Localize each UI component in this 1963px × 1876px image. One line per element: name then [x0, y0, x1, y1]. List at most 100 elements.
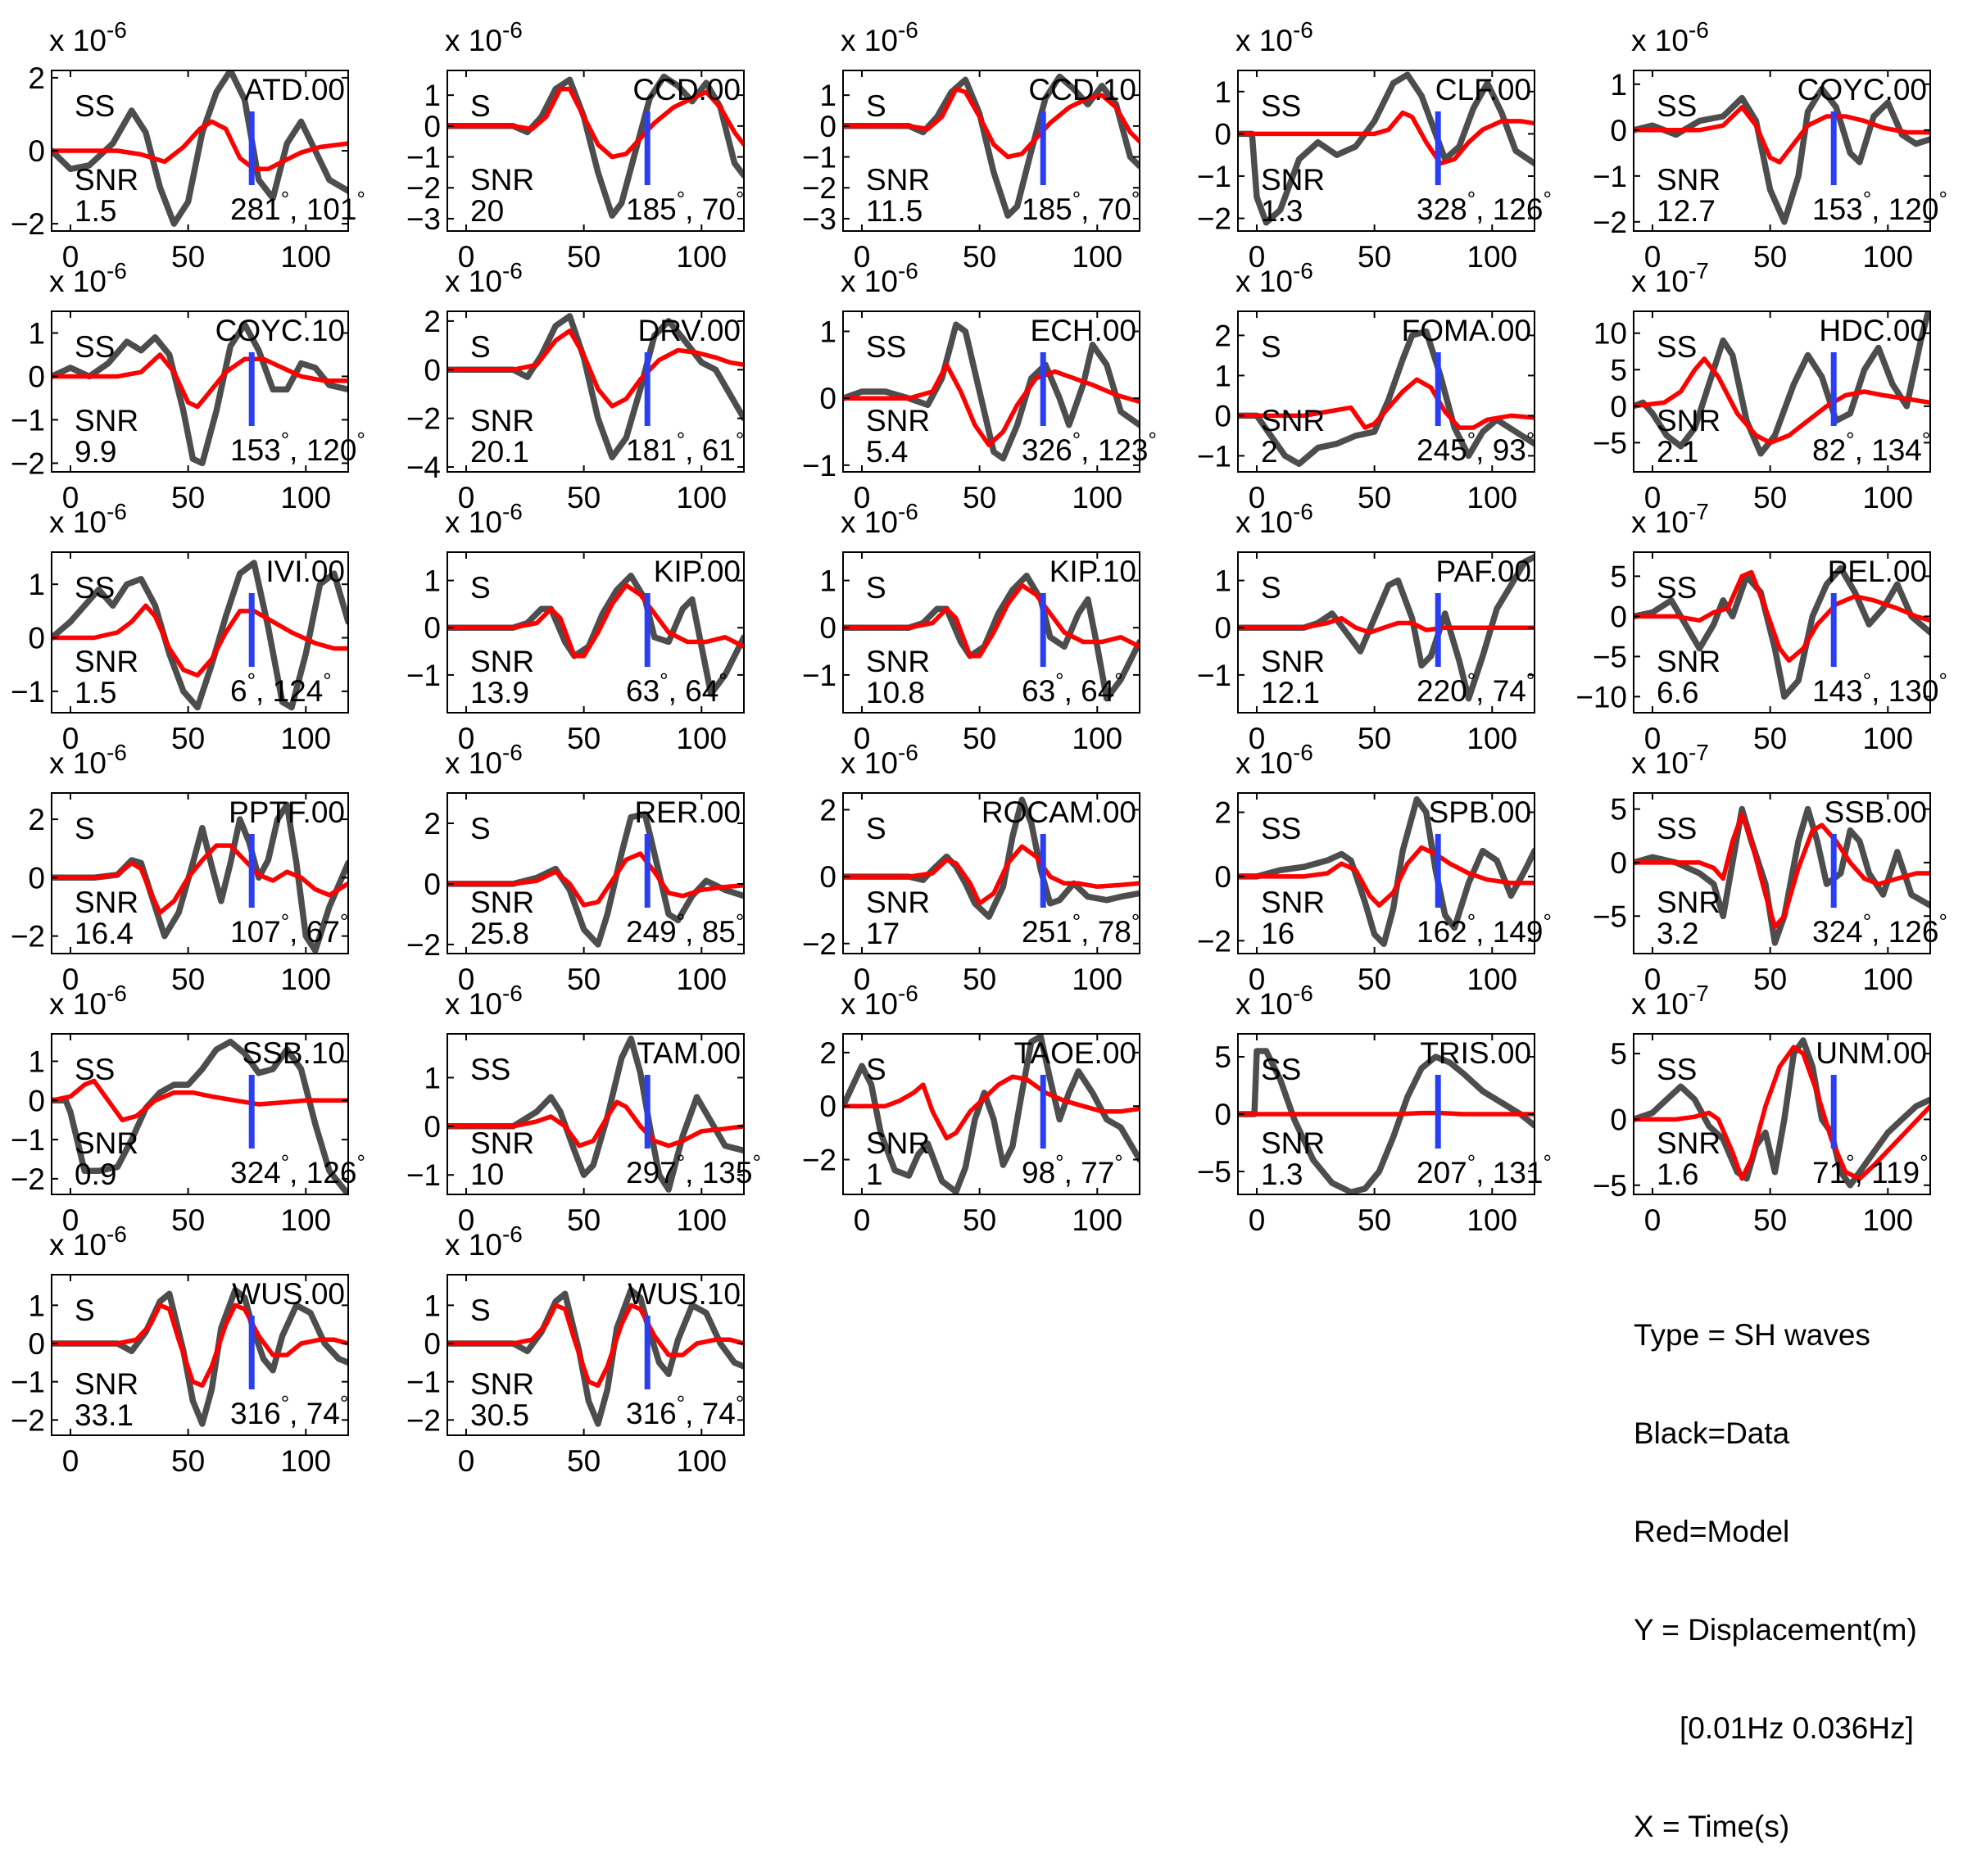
- x-tick-label: 100: [676, 722, 727, 755]
- degree-symbol: °: [356, 1150, 365, 1175]
- y-tick-label: 1: [424, 1061, 441, 1094]
- azimuth-distance-label: 328°, 126°: [1417, 187, 1552, 226]
- degree-symbol: °: [1846, 428, 1854, 452]
- station-label: TRIS.00: [1420, 1036, 1531, 1070]
- y-scale-exponent: x 10-6: [445, 499, 523, 539]
- x-tick-label: 50: [963, 1203, 996, 1237]
- panel-traces: [1634, 805, 1930, 946]
- x-tick-label: 50: [171, 240, 205, 274]
- phase-label: S: [866, 571, 886, 605]
- distance-value: 124: [273, 674, 324, 708]
- degree-symbol: °: [340, 1391, 348, 1416]
- azimuth-distance-label: 82°, 134°: [1812, 428, 1930, 467]
- model-trace: [843, 362, 1140, 448]
- degree-symbol: °: [1922, 428, 1930, 452]
- exponent-value: -6: [502, 258, 523, 283]
- model-trace: [52, 352, 348, 410]
- distance-value: 135: [702, 1156, 753, 1189]
- x-tick-label: 50: [1753, 481, 1787, 514]
- degree-symbol: °: [1543, 1150, 1551, 1175]
- y-tick-label: 0: [424, 1327, 441, 1361]
- plot-frame: [842, 792, 1140, 954]
- x-tick-label: 100: [1467, 963, 1517, 996]
- x-tick-label: 0: [1249, 240, 1266, 274]
- y-tick-label: −3: [406, 202, 441, 236]
- data-trace: [1238, 71, 1535, 226]
- y-tick-label: 1: [424, 564, 441, 598]
- degree-symbol: °: [323, 668, 331, 693]
- model-trace: [1634, 569, 1930, 664]
- y-tick-label: 1: [28, 1289, 45, 1322]
- azimuth-value: 107: [230, 915, 281, 949]
- x-tick-label: 50: [171, 963, 205, 996]
- y-tick-label: 0: [424, 611, 441, 645]
- model-trace: [1634, 105, 1930, 165]
- panel-traces: [843, 73, 1140, 219]
- station-label: CLF.00: [1435, 73, 1531, 106]
- degree-symbol: °: [736, 187, 744, 211]
- y-tick-label: −1: [802, 659, 836, 692]
- x-tick-label: 50: [1358, 963, 1391, 996]
- azimuth-value: 324: [230, 1156, 281, 1189]
- y-tick-label: −2: [11, 1162, 45, 1196]
- plot-frame: [447, 70, 745, 232]
- exponent-value: -6: [1293, 258, 1313, 283]
- model-trace: [843, 1074, 1140, 1141]
- distance-value: 101: [306, 193, 357, 226]
- degree-symbol: °: [677, 428, 685, 452]
- panel-traces: [1238, 796, 1535, 947]
- panel-traces: [1238, 71, 1535, 226]
- azimuth-value: 143: [1812, 674, 1863, 708]
- legend-y-axis: Y = Displacement(m): [1634, 1613, 1917, 1647]
- plot-frame: [1237, 792, 1535, 954]
- figure-legend: Type = SH waves Black=Data Red=Model Y =…: [1634, 1253, 1917, 1876]
- separator: ,: [1476, 433, 1493, 467]
- snr-value: 11.5: [866, 194, 923, 228]
- model-trace: [843, 86, 1140, 160]
- y-tick-label: 1: [1214, 564, 1231, 598]
- station-label: SPB.00: [1429, 795, 1531, 829]
- model-trace: [52, 843, 348, 915]
- exponent-value: -6: [107, 258, 127, 283]
- azimuth-distance-label: 63°, 64°: [1022, 668, 1123, 708]
- model-trace: [1238, 845, 1535, 908]
- panel-traces: [52, 1038, 348, 1194]
- phase-label: S: [470, 330, 491, 364]
- azimuth-value: 328: [1417, 193, 1467, 226]
- y-tick-label: −2: [406, 402, 441, 436]
- degree-symbol: °: [356, 428, 365, 452]
- phase-label: SS: [1261, 1053, 1301, 1086]
- azimuth-value: 251: [1022, 915, 1072, 949]
- degree-symbol: °: [247, 668, 256, 693]
- station-label: WUS.00: [232, 1277, 345, 1311]
- distance-value: 70: [1098, 193, 1131, 226]
- exponent-value: -6: [1293, 740, 1313, 765]
- station-label: TAM.00: [637, 1036, 741, 1070]
- x-tick-label: 0: [854, 963, 871, 996]
- y-tick-label: −1: [1197, 439, 1231, 473]
- plot-frame: [51, 310, 349, 473]
- snr-value: 12.1: [1261, 676, 1320, 709]
- snr-value: 20: [470, 194, 504, 228]
- snr-value: 17: [866, 917, 900, 950]
- station-label: PAF.00: [1435, 555, 1531, 588]
- y-tick-label: 0: [1610, 1103, 1627, 1136]
- panel-traces: [447, 313, 744, 460]
- y-tick-label: 1: [1610, 68, 1627, 102]
- snr-value: 6.6: [1657, 676, 1698, 709]
- degree-symbol: °: [1920, 1150, 1928, 1175]
- separator: ,: [289, 193, 306, 226]
- station-label: UNM.00: [1816, 1036, 1927, 1070]
- y-scale-exponent: x 10-6: [841, 499, 918, 539]
- station-label: COYC.10: [215, 314, 345, 347]
- y-tick-label: 1: [28, 1044, 45, 1078]
- station-label: ATD.00: [244, 73, 345, 106]
- data-trace: [1634, 564, 1930, 700]
- exponent-value: -7: [1689, 740, 1709, 765]
- station-label: CCD.10: [1028, 73, 1136, 106]
- degree-symbol: °: [1526, 428, 1535, 452]
- azimuth-distance-label: 249°, 85°: [626, 909, 744, 949]
- panel-traces: [52, 321, 348, 467]
